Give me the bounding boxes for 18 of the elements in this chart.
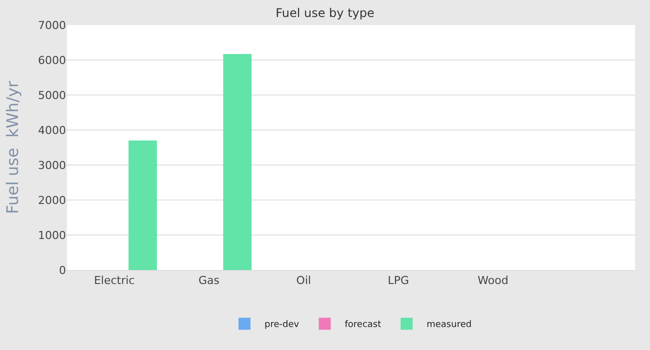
legend-label: measured [426,320,472,330]
x-tick-label: Oil [296,274,312,288]
y-tick-label: 0 [59,264,66,277]
y-tick-label: 6000 [38,54,66,67]
x-tick-label: Electric [94,274,135,288]
y-tick-label: 4000 [38,124,66,137]
y-tick-label: 5000 [38,88,66,102]
y-axis-title: Fuel use kWh/yr [2,80,22,214]
x-tick-label: Gas [198,274,220,288]
y-tick-label: 1000 [38,228,66,242]
y-tick-label: 3000 [38,158,66,172]
chart-title: Fuel use by type [276,6,374,20]
legend-label: forecast [344,320,382,330]
legend-label: pre-dev [264,320,300,330]
y-tick-label: 7000 [38,18,66,32]
y-tick-label: 2000 [38,194,66,207]
x-tick-label: LPG [388,274,409,288]
x-tick-label: Wood [478,274,508,288]
